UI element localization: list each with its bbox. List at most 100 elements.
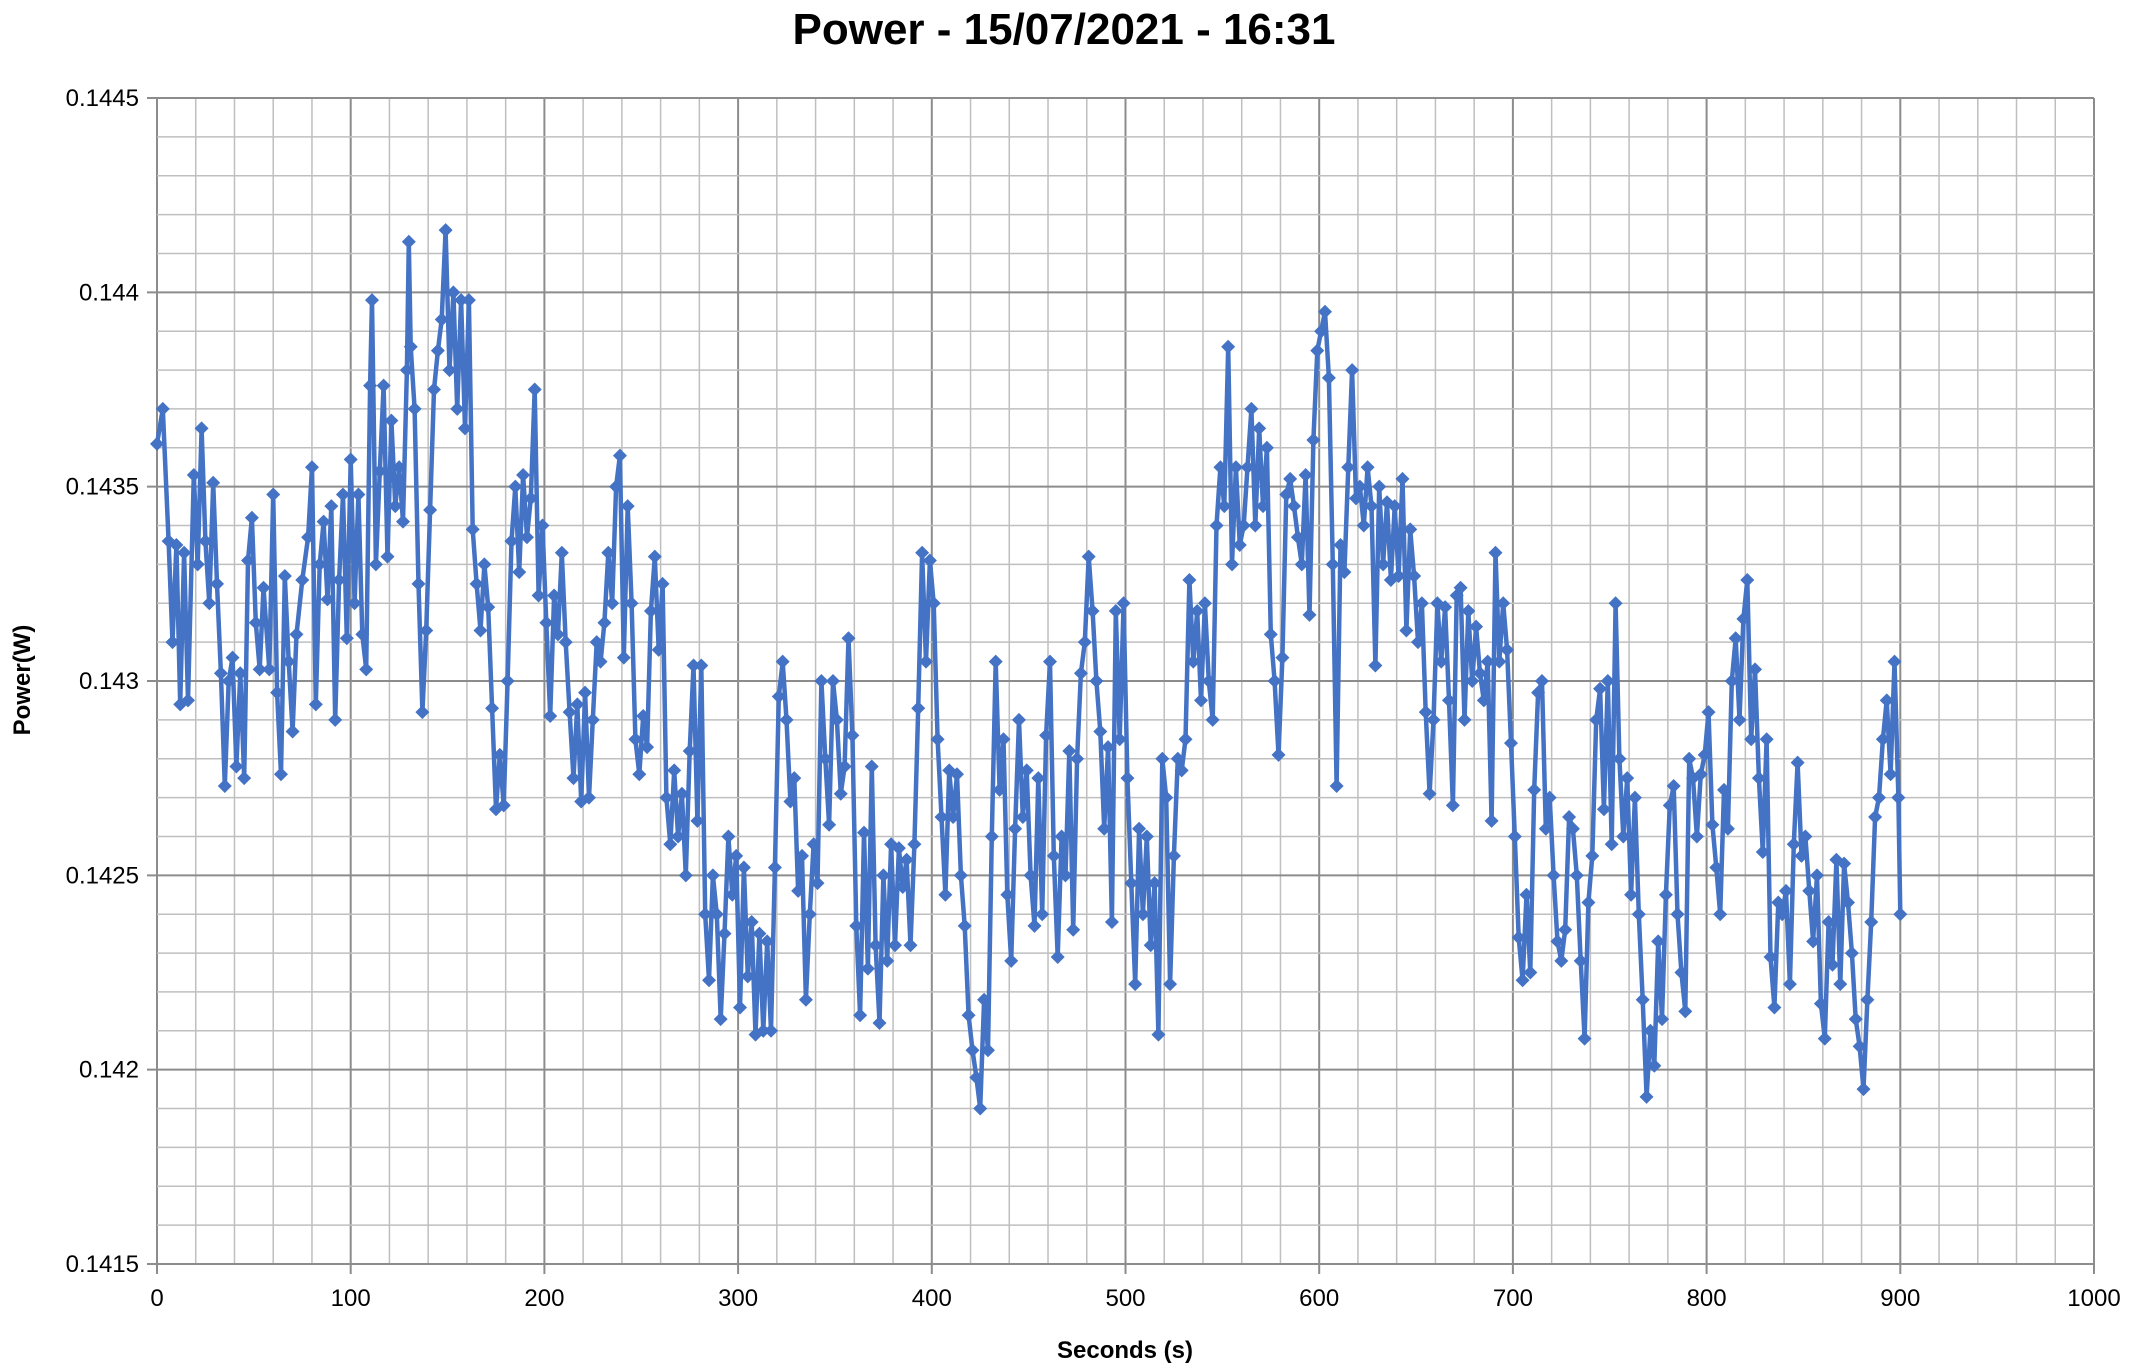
data-point-marker	[1627, 790, 1642, 805]
data-point-marker	[562, 705, 577, 720]
data-point-marker	[150, 436, 164, 451]
data-point-marker	[430, 343, 445, 358]
data-point-marker	[1534, 674, 1549, 688]
data-point-marker	[984, 829, 999, 844]
data-point-marker	[702, 973, 717, 988]
data-point-marker	[347, 596, 362, 611]
data-point-marker	[504, 534, 519, 549]
data-point-marker	[787, 771, 802, 786]
data-point-marker	[1414, 596, 1429, 611]
data-point-marker	[1073, 666, 1088, 681]
data-point-marker	[233, 666, 248, 681]
data-point-marker	[783, 794, 798, 809]
data-point-marker	[1798, 829, 1813, 844]
data-point-marker	[1651, 934, 1666, 949]
data-point-marker	[1407, 569, 1422, 584]
data-point-marker	[988, 654, 1003, 669]
x-tick-label: 500	[1105, 1285, 1145, 1312]
data-point-marker	[359, 662, 374, 677]
data-point-marker	[1438, 600, 1453, 615]
data-point-marker	[667, 763, 682, 778]
data-point-marker	[810, 876, 825, 891]
data-point-marker	[1701, 705, 1716, 720]
data-point-marker	[1403, 522, 1418, 537]
data-point-marker	[539, 615, 554, 630]
data-point-marker	[1612, 751, 1627, 766]
data-point-marker	[1275, 650, 1290, 665]
data-point-marker	[1186, 654, 1201, 669]
data-point-marker	[585, 712, 600, 727]
data-point-marker	[351, 487, 366, 502]
data-point-marker	[802, 907, 817, 922]
data-point-marker	[1418, 705, 1433, 720]
data-point-marker	[663, 837, 678, 852]
data-point-marker	[1713, 907, 1728, 922]
data-point-marker	[1147, 876, 1162, 891]
data-point-marker	[252, 662, 267, 677]
data-point-marker	[581, 790, 596, 805]
data-point-marker	[465, 522, 480, 537]
data-point-marker	[764, 1023, 779, 1038]
data-point-marker	[1256, 499, 1271, 514]
data-point-marker	[736, 860, 751, 875]
data-point-marker	[1410, 635, 1425, 650]
data-point-marker	[1325, 557, 1340, 572]
data-point-marker	[316, 514, 331, 529]
data-point-marker	[256, 580, 271, 595]
data-point-marker	[934, 810, 949, 825]
data-point-marker	[241, 553, 256, 568]
data-point-marker	[1194, 693, 1209, 708]
data-point-marker	[833, 786, 848, 801]
data-point-marker	[554, 545, 569, 560]
data-point-marker	[1441, 693, 1456, 708]
data-point-marker	[1372, 479, 1387, 494]
data-point-marker	[1093, 724, 1108, 739]
data-point-marker	[213, 666, 228, 681]
data-point-marker	[922, 553, 937, 568]
data-point-marker	[953, 868, 968, 883]
data-point-marker	[1748, 662, 1763, 677]
data-point-marker	[1593, 681, 1608, 696]
data-point-marker	[1104, 914, 1119, 929]
data-point-marker	[1054, 829, 1069, 844]
data-point-marker	[1550, 934, 1565, 949]
data-point-marker	[651, 642, 666, 657]
data-point-marker	[1240, 460, 1255, 475]
data-point-marker	[818, 751, 833, 766]
data-point-marker	[1004, 953, 1019, 968]
data-point-marker	[1008, 821, 1023, 836]
data-point-marker	[1573, 953, 1588, 968]
data-point-marker	[1767, 1000, 1782, 1015]
data-point-marker	[729, 848, 744, 863]
data-point-marker	[244, 510, 259, 525]
data-point-marker	[578, 685, 593, 700]
data-point-marker	[1445, 798, 1460, 813]
data-point-marker	[1391, 569, 1406, 584]
data-point-marker	[512, 565, 527, 580]
data-point-marker	[752, 926, 767, 941]
data-point-marker	[946, 810, 961, 825]
y-tick-label: 0.144	[79, 279, 139, 306]
data-point-marker	[1893, 907, 1908, 922]
data-point-marker	[1321, 370, 1336, 385]
data-point-marker	[1503, 736, 1518, 751]
data-point-marker	[380, 549, 395, 564]
data-point-marker	[1724, 674, 1739, 688]
data-point-marker	[450, 401, 465, 416]
data-point-marker	[262, 662, 277, 677]
data-point-marker	[217, 778, 232, 793]
data-point-marker	[1015, 810, 1030, 825]
data-point-marker	[473, 623, 488, 638]
data-point-marker	[1492, 654, 1507, 669]
data-point-marker	[190, 557, 205, 572]
data-point-marker	[527, 382, 542, 397]
data-point-marker	[1000, 887, 1015, 902]
data-point-marker	[605, 596, 620, 611]
data-point-marker	[186, 468, 201, 483]
data-point-marker	[1205, 712, 1220, 727]
data-point-marker	[1806, 934, 1821, 949]
data-point-marker	[1868, 810, 1883, 825]
data-point-marker	[1081, 549, 1096, 564]
data-point-marker	[477, 557, 492, 572]
data-point-marker	[1848, 1012, 1863, 1027]
